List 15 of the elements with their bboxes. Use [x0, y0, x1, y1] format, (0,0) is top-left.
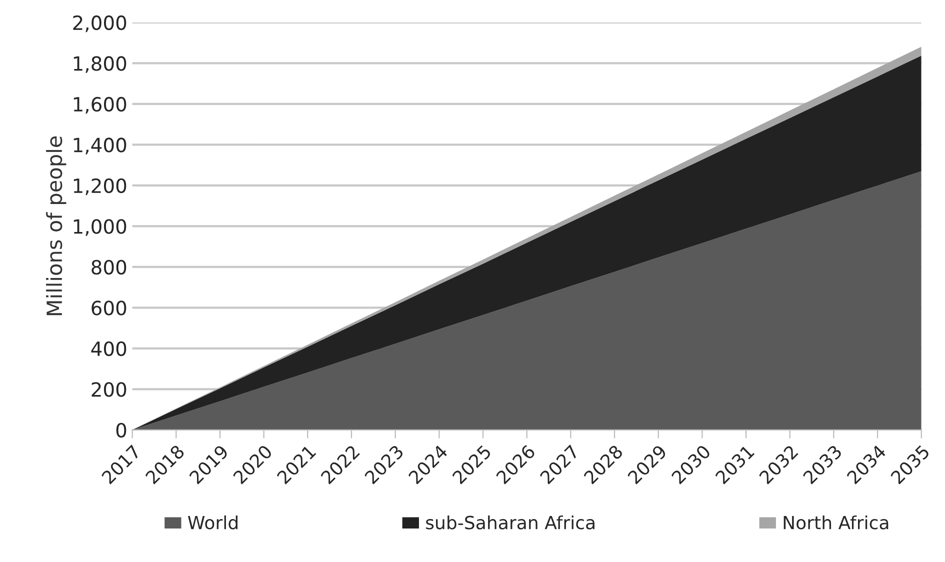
y-tick-label: 1,400: [74, 138, 126, 154]
y-tick-label: 800: [92, 260, 126, 275]
y-tick-label: 0: [116, 422, 126, 438]
y-tick-label: 1,000: [74, 219, 126, 236]
legend-label: sub-Saharan Africa: [426, 515, 594, 530]
y-tick-label: 1,600: [74, 96, 126, 114]
legend-label: World: [188, 515, 238, 530]
y-axis-title: Millions of people: [46, 136, 66, 316]
legend-label: North Africa: [784, 515, 888, 530]
y-tick-label: 1,800: [74, 56, 126, 73]
y-tick-label: 600: [92, 300, 126, 316]
y-tick-label: 400: [91, 341, 126, 356]
y-tick-label: 200: [92, 382, 126, 397]
y-tick-label: 2,000: [73, 15, 126, 32]
y-tick-label: 1,200: [74, 178, 126, 196]
